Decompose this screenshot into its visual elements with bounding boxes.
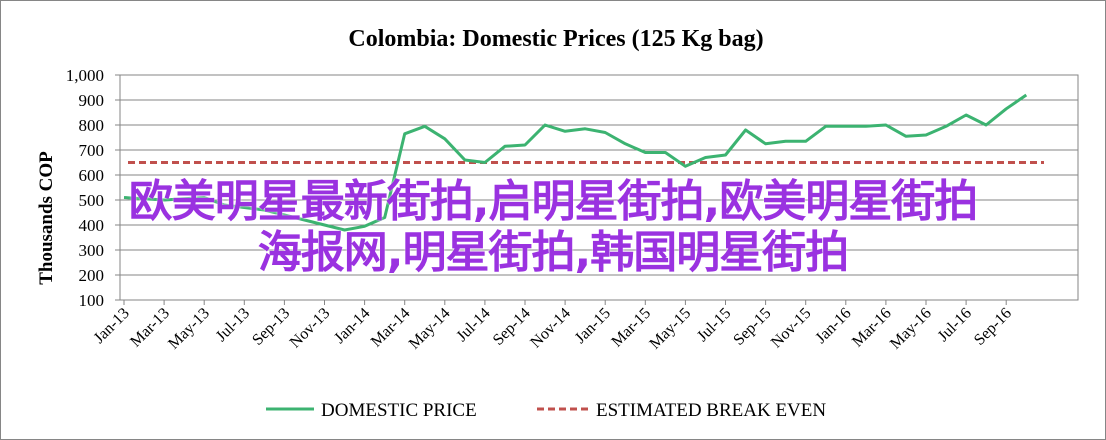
series-line-domestic-price: [123, 93, 1028, 232]
gridlines: [120, 74, 1078, 276]
y-axis-label: Thousands COP: [36, 151, 57, 285]
series-group: [123, 93, 1044, 232]
y-tick-label: 800: [79, 116, 105, 135]
y-tick-label: 900: [79, 91, 105, 110]
y-tick-label: 500: [79, 191, 105, 210]
legend: DOMESTIC PRICE ESTIMATED BREAK EVEN: [266, 400, 826, 421]
chart-title: Colombia: Domestic Prices (125 Kg bag): [348, 26, 763, 52]
plot-area: [119, 74, 1079, 301]
legend-label-break-even: ESTIMATED BREAK EVEN: [596, 400, 826, 421]
y-tick-label: 600: [79, 166, 105, 185]
y-tick-label: 100: [79, 291, 105, 310]
overlay-text-line-1: 欧美明星最新街拍,启明星街拍,欧美明星街拍: [128, 176, 978, 227]
y-tick-label: 400: [79, 216, 105, 235]
y-tick-label: 700: [79, 141, 105, 160]
y-tick-label: 200: [79, 266, 105, 285]
overlay-text-line-2: 海报网,明星街拍,韩国明星街拍: [257, 227, 849, 278]
y-axis-ticks: 100 200 300 400 500 600 700 800 900 1,000: [66, 66, 120, 310]
legend-label-domestic-price: DOMESTIC PRICE: [321, 400, 477, 421]
y-tick-label: 300: [79, 241, 105, 260]
y-tick-label: 1,000: [66, 66, 104, 85]
